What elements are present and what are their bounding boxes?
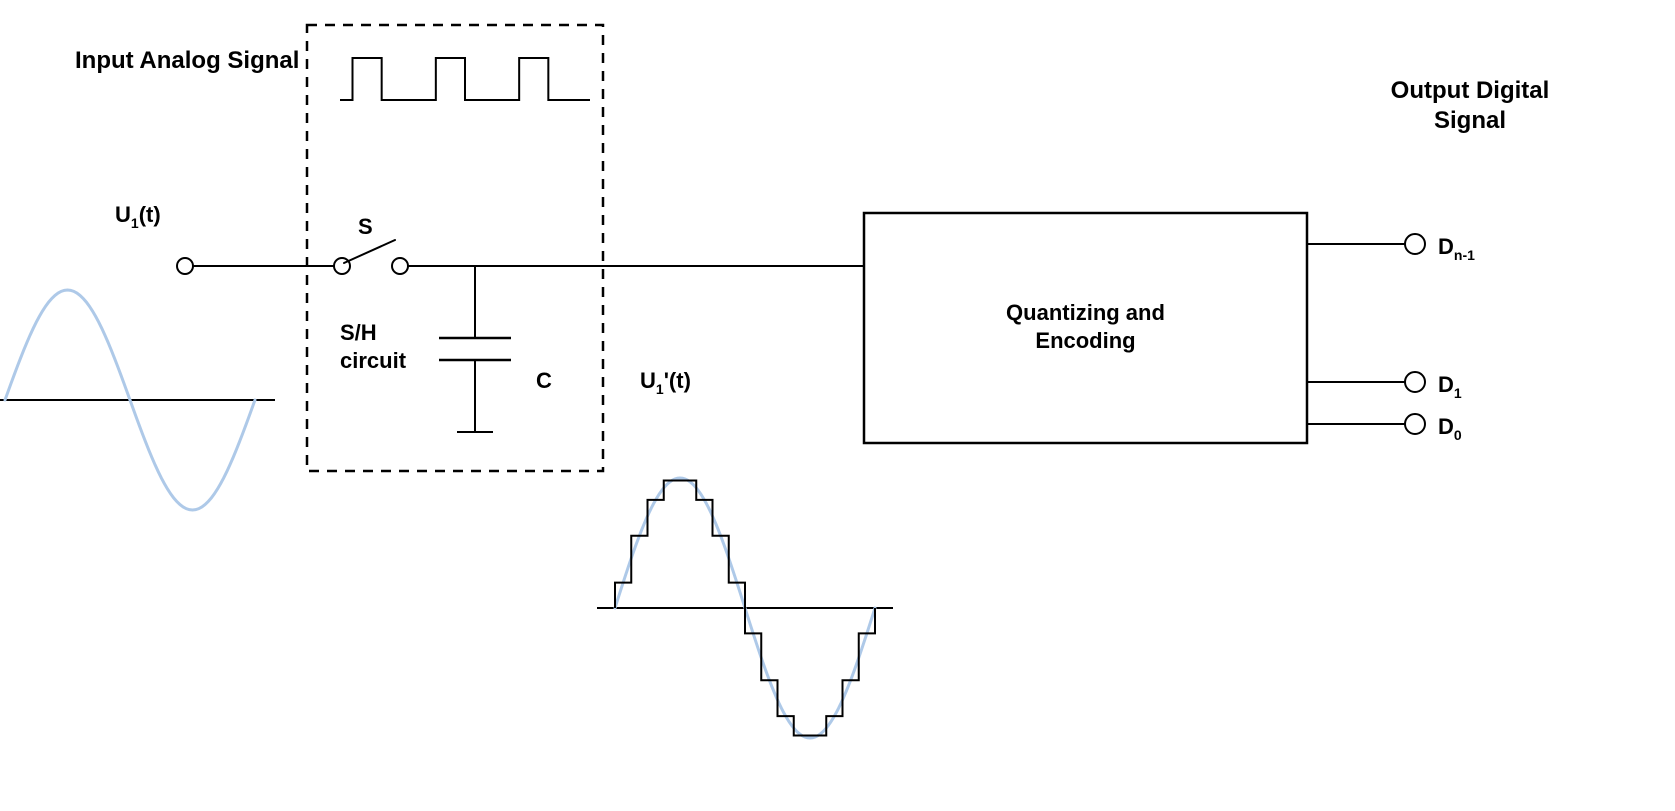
switch-right-contact [392, 258, 408, 274]
d-0-label: D0 [1438, 414, 1462, 443]
output-title-line2: Signal [1434, 107, 1506, 134]
output-title-line1: Output Digital [1391, 77, 1550, 104]
switch-label: S [358, 214, 373, 239]
output-d1-terminal [1405, 372, 1425, 392]
clock-waveform-icon [340, 58, 590, 100]
input-terminal [177, 258, 193, 274]
switch-arm [344, 240, 395, 263]
u1prime-label: U1'(t) [640, 368, 691, 397]
sh-label-line1: S/H [340, 320, 377, 345]
d-n-1-label: Dn-1 [1438, 234, 1475, 263]
u1-label: U1(t) [115, 202, 161, 231]
output-d0-terminal [1405, 414, 1425, 434]
output-dn1-terminal [1405, 234, 1425, 254]
sh-label-line2: circuit [340, 348, 407, 373]
capacitor-label: C [536, 368, 552, 393]
quantizer-label-line2: Encoding [1035, 328, 1135, 353]
quantizer-label-line1: Quantizing and [1006, 300, 1165, 325]
sample-hold-box [307, 25, 603, 471]
input-title-label: Input Analog Signal [75, 47, 299, 74]
d-1-label: D1 [1438, 372, 1462, 401]
